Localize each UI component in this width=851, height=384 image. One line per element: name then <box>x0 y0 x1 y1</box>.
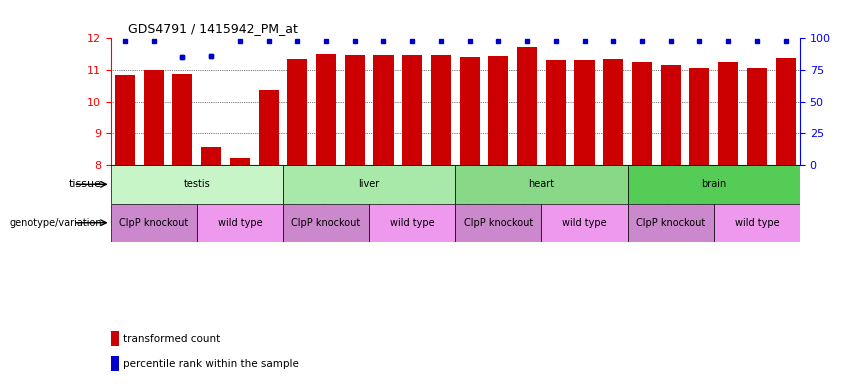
Bar <box>541 204 627 242</box>
Bar <box>316 54 336 165</box>
Text: ClpP knockout: ClpP knockout <box>119 218 188 228</box>
Bar <box>288 59 307 165</box>
Text: GDS4791 / 1415942_PM_at: GDS4791 / 1415942_PM_at <box>128 22 298 35</box>
Text: genotype/variation: genotype/variation <box>9 218 102 228</box>
Text: ClpP knockout: ClpP knockout <box>291 218 361 228</box>
Text: brain: brain <box>701 179 727 189</box>
Bar <box>201 147 221 165</box>
Bar <box>714 204 800 242</box>
Bar <box>660 65 681 165</box>
Bar <box>111 356 119 371</box>
Bar <box>403 55 422 165</box>
Bar <box>632 61 652 165</box>
Bar <box>230 158 250 165</box>
Bar <box>111 331 119 346</box>
Text: ClpP knockout: ClpP knockout <box>636 218 705 228</box>
Bar <box>603 59 623 165</box>
Bar <box>574 60 595 165</box>
Bar <box>627 165 800 204</box>
Text: wild type: wild type <box>218 218 262 228</box>
Bar <box>283 204 369 242</box>
Bar <box>144 70 163 165</box>
Bar <box>517 47 537 165</box>
Bar <box>455 165 627 204</box>
Bar <box>455 204 541 242</box>
Text: ClpP knockout: ClpP knockout <box>464 218 533 228</box>
Bar <box>431 55 451 165</box>
Text: wild type: wild type <box>563 218 607 228</box>
Bar <box>374 55 393 165</box>
Bar <box>111 165 283 204</box>
Text: liver: liver <box>358 179 380 189</box>
Text: percentile rank within the sample: percentile rank within the sample <box>123 359 299 369</box>
Text: wild type: wild type <box>734 218 780 228</box>
Text: heart: heart <box>528 179 555 189</box>
Bar <box>718 62 738 165</box>
Bar <box>283 165 455 204</box>
Bar <box>689 68 710 165</box>
Bar <box>747 68 767 165</box>
Bar <box>197 204 283 242</box>
Bar <box>115 75 135 165</box>
Text: transformed count: transformed count <box>123 334 220 344</box>
Bar <box>488 56 508 165</box>
Bar <box>627 204 714 242</box>
Bar <box>775 58 796 165</box>
Bar <box>259 90 278 165</box>
Text: testis: testis <box>184 179 210 189</box>
Bar <box>173 74 192 165</box>
Bar <box>345 55 365 165</box>
Text: wild type: wild type <box>390 218 435 228</box>
Bar <box>369 204 455 242</box>
Bar <box>545 60 566 165</box>
Bar <box>111 204 197 242</box>
Text: tissue: tissue <box>69 179 102 189</box>
Bar <box>460 57 480 165</box>
